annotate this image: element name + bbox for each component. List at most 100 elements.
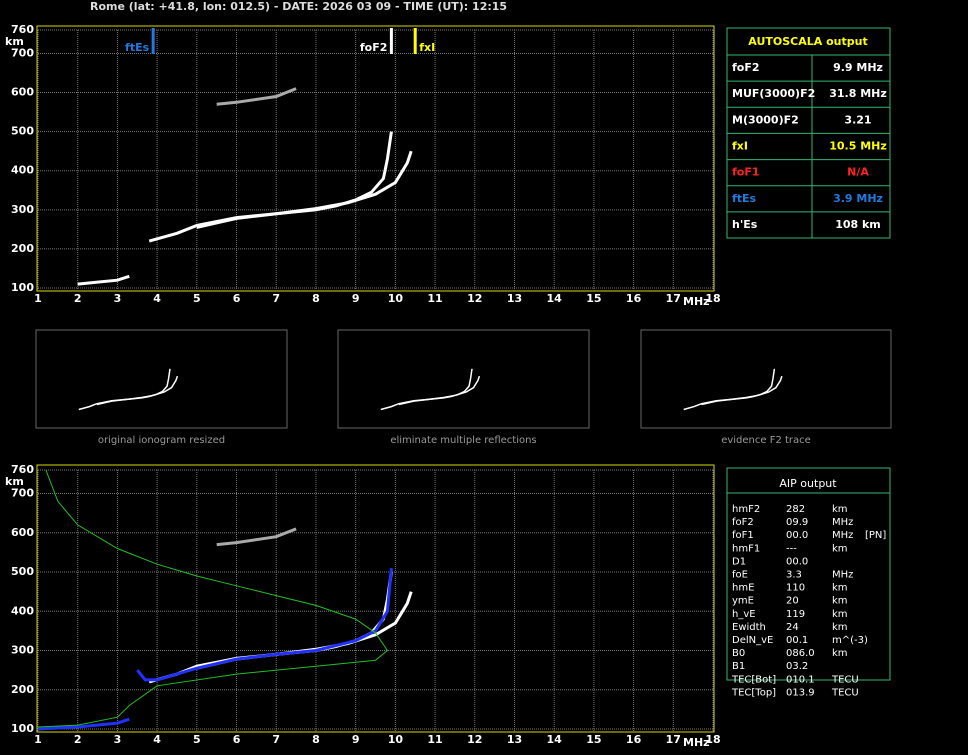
x-tick-label: 18 [705,292,720,305]
y-tick-label: 100 [11,281,34,294]
x-tick-label: 14 [547,292,563,305]
x-tick-label: 18 [705,733,720,746]
trace [37,717,130,731]
aip-cell: 24 [786,622,799,633]
thumbnail [640,329,892,429]
x-tick-label: 8 [312,733,320,746]
plot-border [36,464,715,733]
aip-cell: km [832,648,848,659]
x-tick-label: 15 [586,733,601,746]
x-tick-label: 10 [388,292,404,305]
aip-cell: 3.3 [786,570,802,581]
row-value: N/A [847,166,869,179]
trace [148,131,393,243]
header: Rome (lat: +41.8, lon: 012.5) - DATE: 20… [90,0,507,13]
aip-title: AIP output [779,477,837,490]
row-name: h'Es [732,218,758,231]
thumbnail [35,329,288,429]
aip-cell: Ewidth [732,622,766,633]
aip-box [726,467,891,681]
y-tick-label: 400 [11,604,34,617]
thumbnail-trace [78,368,171,411]
x-tick-label: 12 [467,292,482,305]
x-unit: MHz [683,736,710,749]
y-tick-label: 760 [11,23,34,36]
x-tick-label: 6 [233,733,241,746]
aip-cell: 086.0 [786,648,815,659]
trace [216,527,297,547]
y-tick-label: 300 [11,203,34,216]
x-tick-label: 16 [626,292,642,305]
aip-cell: hmF2 [732,504,760,515]
x-tick-label: 6 [233,292,241,305]
aip-cell: 00.0 [786,556,808,567]
aip-cell: km [832,543,848,554]
x-tick-label: 1 [34,292,42,305]
aip-cell: TEC[Top] [731,687,776,698]
aip-cell: TEC[Bot] [731,674,776,685]
x-tick-label: 17 [666,733,681,746]
x-tick-label: 14 [547,733,563,746]
row-value: 9.9 MHz [833,61,883,74]
aip-cell: 119 [786,609,805,620]
aip-cell: h_vE [732,609,756,620]
aip-cell: MHz [832,517,853,528]
aip-cell: km [832,596,848,607]
y-unit: km [5,35,24,48]
x-tick-label: 2 [74,292,82,305]
thumbnail-trace [380,368,473,411]
x-tick-label: 3 [114,292,122,305]
aip-cell: 00.1 [786,635,808,646]
plot-border [36,25,715,292]
x-tick-label: 13 [507,733,522,746]
aip-cell: DelN_vE [732,635,773,646]
aip-cell: foF2 [732,517,754,528]
aip-cell: m^(-3) [832,635,868,646]
thumbnail-trace [701,375,783,406]
aip-cell: [PN] [865,530,886,541]
y-tick-label: 700 [11,46,34,59]
row-value: 3.21 [844,113,871,126]
aip-cell: ymE [732,596,754,607]
aip-cell: hmF1 [732,543,760,554]
marker-label: fxI [419,41,435,54]
row-name: fxI [732,140,748,153]
aip-cell: 03.2 [786,661,808,672]
row-name: MUF(3000)F2 [732,87,815,100]
aip-cell: 110 [786,583,805,594]
row-name: foF1 [732,166,760,179]
aip-cell: MHz [832,570,853,581]
x-tick-label: 17 [666,292,681,305]
trace [37,469,389,728]
trace [77,274,130,286]
aip-cell: B0 [732,648,745,659]
thumbnail [337,329,590,429]
x-tick-label: 8 [312,292,320,305]
thumbnail-caption: eliminate multiple reflections [390,435,536,446]
aip-cell: 09.9 [786,517,808,528]
trace [196,591,413,670]
y-unit: km [5,475,24,488]
trace [216,87,297,106]
aip-cell: 010.1 [786,674,815,685]
row-name: foF2 [732,61,760,74]
y-tick-label: 100 [11,722,34,735]
row-value: 108 km [835,218,881,231]
y-tick-label: 500 [11,125,34,138]
x-tick-label: 7 [272,733,280,746]
thumbnail-caption: evidence F2 trace [721,435,811,446]
x-tick-label: 4 [153,733,161,746]
aip-cell: B1 [732,661,745,672]
aip-cell: foF1 [732,530,754,541]
y-tick-label: 600 [11,86,34,99]
aip-cell: 00.0 [786,530,808,541]
y-tick-label: 760 [11,463,34,476]
y-tick-label: 200 [11,683,34,696]
marker-label: foF2 [360,41,388,54]
aip-cell: MHz [832,530,853,541]
x-unit: MHz [683,295,710,308]
x-tick-label: 5 [193,292,201,305]
row-name: ftEs [732,192,757,205]
x-tick-label: 5 [193,733,201,746]
